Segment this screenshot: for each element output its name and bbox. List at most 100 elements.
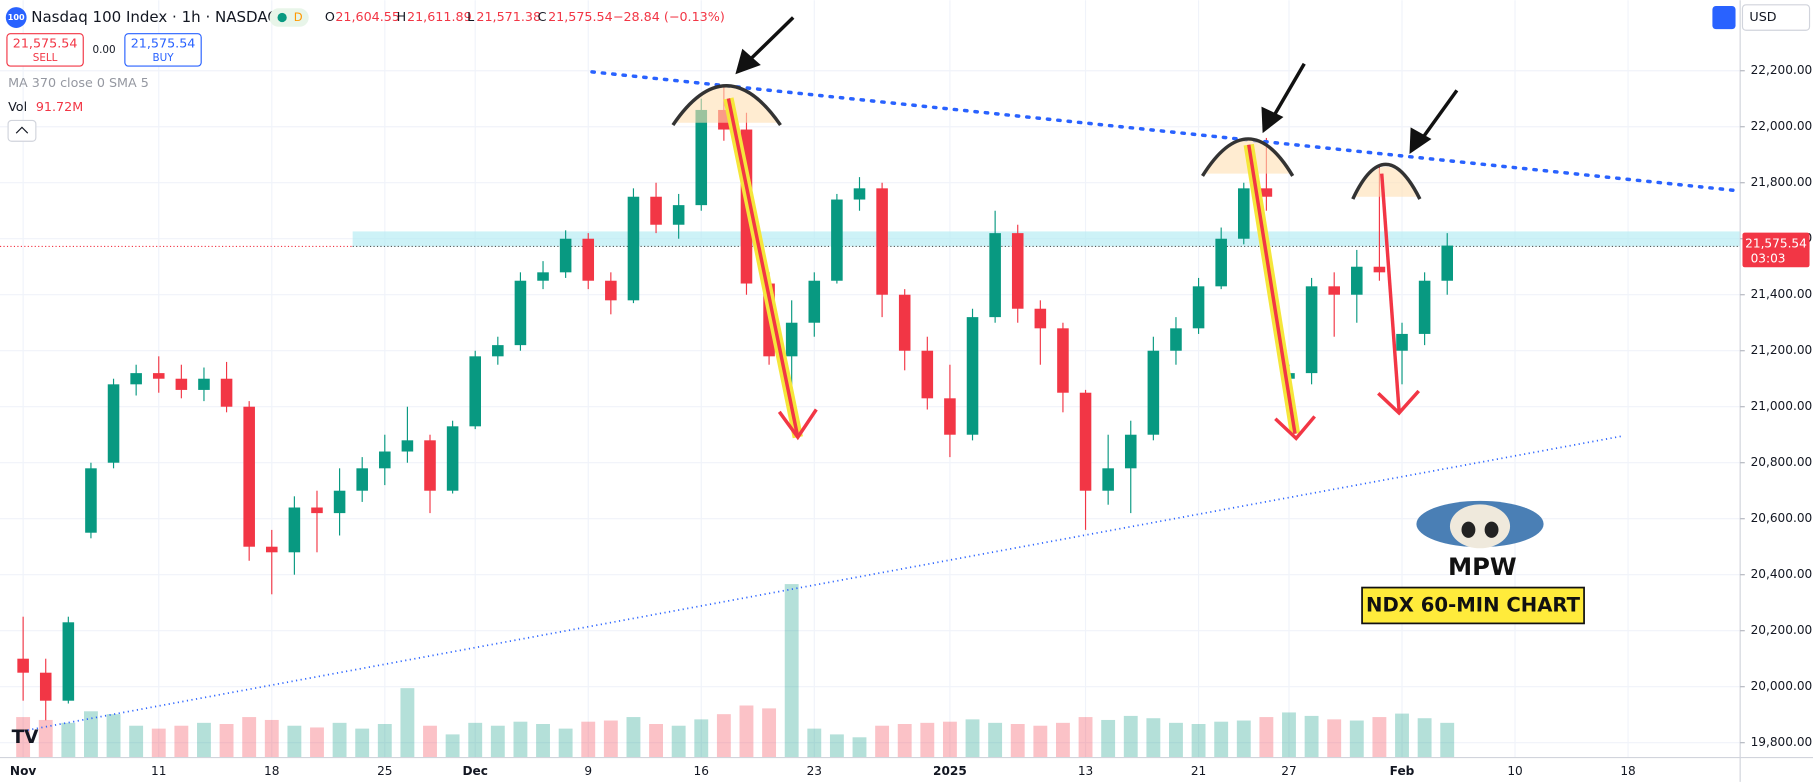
- volume-bar: [852, 737, 867, 758]
- candle-body: [1124, 434, 1137, 469]
- candle-body: [1147, 350, 1160, 435]
- y-tick-label: 21,000.00: [1751, 399, 1813, 413]
- y-tick-label: 22,200.00: [1751, 63, 1813, 77]
- candle-body: [1215, 238, 1227, 287]
- buy-button[interactable]: [124, 33, 202, 67]
- last-price: 21,575.54: [1745, 237, 1807, 251]
- currency-button[interactable]: [1741, 4, 1811, 31]
- volume-bar: [242, 717, 257, 758]
- candle-body: [672, 205, 685, 225]
- volume-bar: [423, 725, 437, 758]
- candle-body: [921, 350, 934, 399]
- logo-face: [1449, 504, 1511, 549]
- status: D: [294, 10, 303, 24]
- arrow-head: [1409, 127, 1432, 154]
- volume-bar: [1304, 715, 1319, 758]
- candle-body: [492, 345, 504, 357]
- vol-value: 91.72M: [36, 99, 83, 114]
- x-tick-label: 9: [584, 764, 592, 778]
- ma-legend: MA 370 close 0 SMA 5: [8, 75, 149, 90]
- candle-body: [695, 109, 708, 206]
- volume-bar: [1372, 717, 1387, 758]
- candle-body: [1057, 328, 1069, 393]
- volume-bar: [61, 722, 76, 758]
- candle-body: [356, 468, 368, 491]
- logo-eye: [1484, 521, 1499, 538]
- candle-body: [605, 280, 617, 301]
- candle-body: [1011, 233, 1024, 309]
- candle-body: [831, 199, 843, 281]
- candle-body: [627, 196, 640, 301]
- x-tick-label: Feb: [1390, 764, 1415, 778]
- volume-bar: [875, 725, 890, 758]
- y-tick-label: 22,000.00: [1751, 119, 1813, 133]
- y-tick-label: 20,200.00: [1751, 623, 1813, 637]
- candle-body: [1192, 286, 1205, 329]
- arrow-head: [735, 48, 761, 75]
- candle-body: [130, 373, 142, 385]
- status-pill: [269, 8, 309, 27]
- volume-bar: [536, 724, 550, 758]
- drop-arrow: [726, 98, 800, 438]
- candle-body: [1305, 286, 1318, 374]
- volume-bar: [1259, 717, 1274, 758]
- x-tick-label: Dec: [462, 764, 487, 778]
- collapse-button[interactable]: [7, 119, 37, 142]
- volume-bar: [310, 727, 324, 758]
- pointer-arrow: [1270, 62, 1306, 121]
- volume: [16, 584, 1455, 758]
- volume-bar: [151, 728, 166, 758]
- volume-bar: [513, 721, 528, 758]
- x-tick-label: 2025: [933, 764, 967, 778]
- sell-button[interactable]: [6, 33, 84, 67]
- candle-body: [582, 238, 595, 281]
- y-tick-label: 21,400.00: [1751, 287, 1813, 301]
- volume-bar: [829, 734, 844, 758]
- x-tick-label: 27: [1281, 764, 1296, 778]
- buy-price[interactable]: 21,575.54: [131, 36, 196, 51]
- y-tick-label: 20,000.00: [1751, 679, 1813, 693]
- candle-body: [1260, 188, 1273, 197]
- volume-bar: [603, 720, 618, 758]
- y-tick-label: 21,800.00: [1751, 175, 1813, 189]
- volume-bar: [1236, 720, 1251, 758]
- y-tick-label: 19,800.00: [1751, 735, 1813, 749]
- candle-body: [1237, 188, 1250, 239]
- ohlc-value: 21,575.54: [548, 9, 613, 24]
- candle-body: [1418, 280, 1431, 334]
- candle-body: [107, 384, 120, 463]
- ohlc-value: 21,611.89: [407, 9, 472, 24]
- volume-bar: [174, 725, 189, 758]
- currency[interactable]: USD: [1749, 9, 1776, 24]
- y-tick-label: 21,200.00: [1751, 343, 1813, 357]
- volume-bar: [1349, 720, 1364, 758]
- volume-bar: [1395, 713, 1409, 758]
- sell-price[interactable]: 21,575.54: [13, 36, 78, 51]
- volume-bar: [1214, 721, 1229, 758]
- collapse-icon[interactable]: [15, 126, 29, 134]
- x-tick-label: 21: [1191, 764, 1206, 778]
- sell-label[interactable]: SELL: [33, 52, 58, 64]
- candle-body: [1328, 286, 1340, 295]
- volume-bar: [445, 734, 460, 758]
- volume-bar: [1056, 722, 1070, 758]
- volume-bar: [1033, 725, 1048, 758]
- arrow-head: [777, 408, 818, 441]
- buy-label[interactable]: BUY: [152, 52, 174, 64]
- x-tick-label: 18: [1620, 764, 1635, 778]
- volume-bar: [84, 711, 98, 758]
- volume-bar: [197, 722, 211, 758]
- volume-bar: [355, 728, 370, 758]
- candle-body: [808, 280, 821, 323]
- layout-button[interactable]: [1712, 5, 1736, 30]
- candle-body: [1034, 308, 1047, 329]
- ohlc-label: H: [397, 9, 407, 24]
- candle-body: [514, 280, 527, 346]
- x-tick-label: 18: [264, 764, 279, 778]
- candle-body: [989, 233, 1001, 318]
- volume-bar: [965, 719, 980, 758]
- candle-body: [379, 451, 391, 469]
- symbol[interactable]: Nasdaq 100 Index · 1h · NASDAQ: [31, 8, 279, 26]
- ohlc-label: O: [325, 9, 335, 24]
